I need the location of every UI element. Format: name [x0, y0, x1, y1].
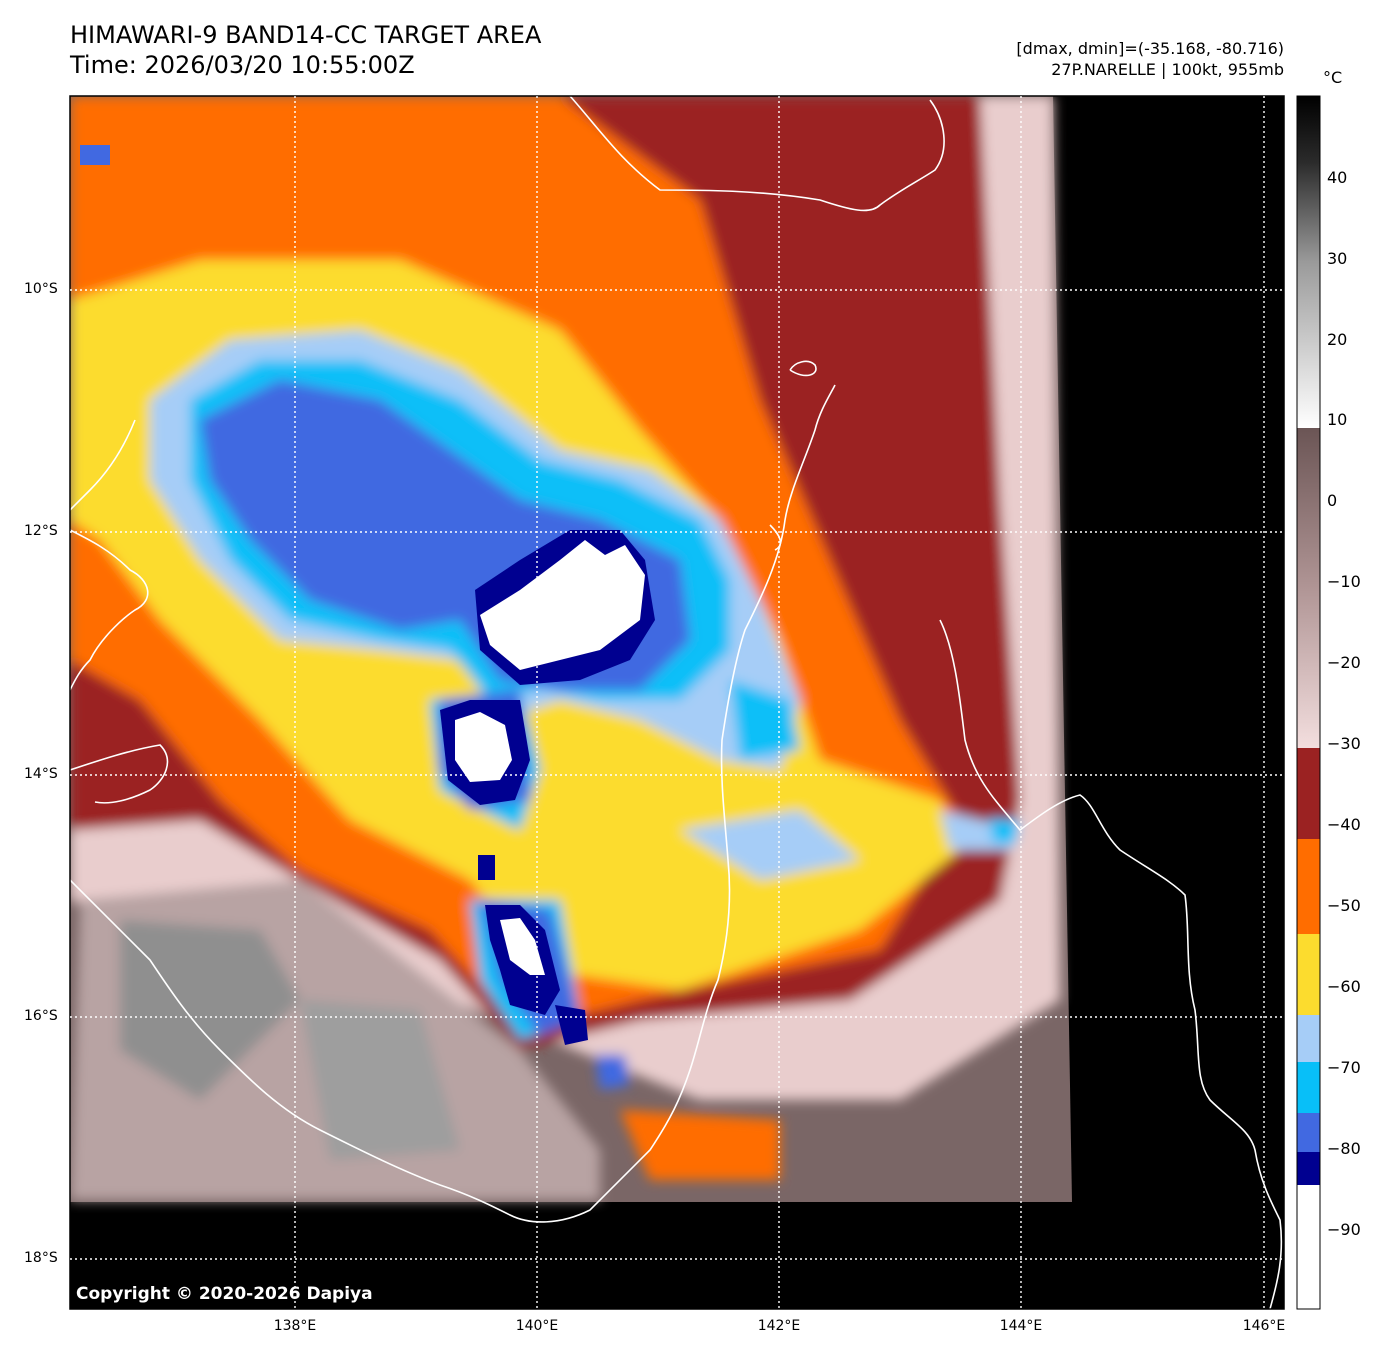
storm-text: 27P.NARELLE | 100kt, 955mb: [1051, 60, 1284, 79]
deep-convection: [80, 145, 655, 1045]
lon-label: 142°E: [757, 1318, 801, 1334]
colorbar-tick: −80: [1327, 1139, 1361, 1158]
colorbar-tick: −70: [1327, 1058, 1361, 1077]
graticule: [70, 96, 1284, 1309]
lat-label: 18°S: [24, 1250, 58, 1266]
info-block: [dmax, dmin]=(-35.168, -80.716) 27P.NARE…: [1016, 38, 1284, 80]
colorbar-tick: 20: [1327, 330, 1348, 349]
colorbar-tick: 40: [1327, 168, 1348, 187]
colorbar-tick: −30: [1327, 734, 1361, 753]
imagery-layer: [70, 96, 1284, 1309]
lon-label: 138°E: [273, 1318, 317, 1334]
copyright-text: Copyright © 2020-2026 Dapiya: [76, 1284, 373, 1304]
colorbar-tick: −20: [1327, 653, 1361, 672]
chart-title: HIMAWARI-9 BAND14-CC TARGET AREA Time: 2…: [70, 20, 541, 80]
colorbar-unit: °C: [1323, 68, 1343, 87]
lon-label: 140°E: [515, 1318, 559, 1334]
map-frame: [69, 95, 1285, 1310]
cloud-field: [70, 96, 1060, 1200]
lon-label: 146°E: [1242, 1318, 1286, 1334]
range-text: [dmax, dmin]=(-35.168, -80.716): [1016, 39, 1284, 58]
colorbar-tick: −90: [1327, 1220, 1361, 1239]
colorbar-tick: −40: [1327, 815, 1361, 834]
colorbar-tick: −50: [1327, 896, 1361, 915]
colorbar-tick: 0: [1327, 491, 1338, 510]
title-line-time: Time: 2026/03/20 10:55:00Z: [70, 51, 415, 79]
colorbar-tick: 30: [1327, 249, 1348, 268]
colorbar: [1296, 95, 1321, 1310]
lon-label: 144°E: [999, 1318, 1043, 1334]
coastlines: [70, 96, 1283, 1309]
colorbar-tick: −10: [1327, 572, 1361, 591]
lat-label: 12°S: [24, 523, 58, 539]
colorbar-tick: 10: [1327, 410, 1348, 429]
title-line-product: HIMAWARI-9 BAND14-CC TARGET AREA: [70, 21, 542, 49]
lat-label: 16°S: [24, 1008, 58, 1024]
colorbar-tick: −60: [1327, 977, 1361, 996]
lat-label: 14°S: [24, 766, 58, 782]
lat-label: 10°S: [24, 281, 58, 297]
